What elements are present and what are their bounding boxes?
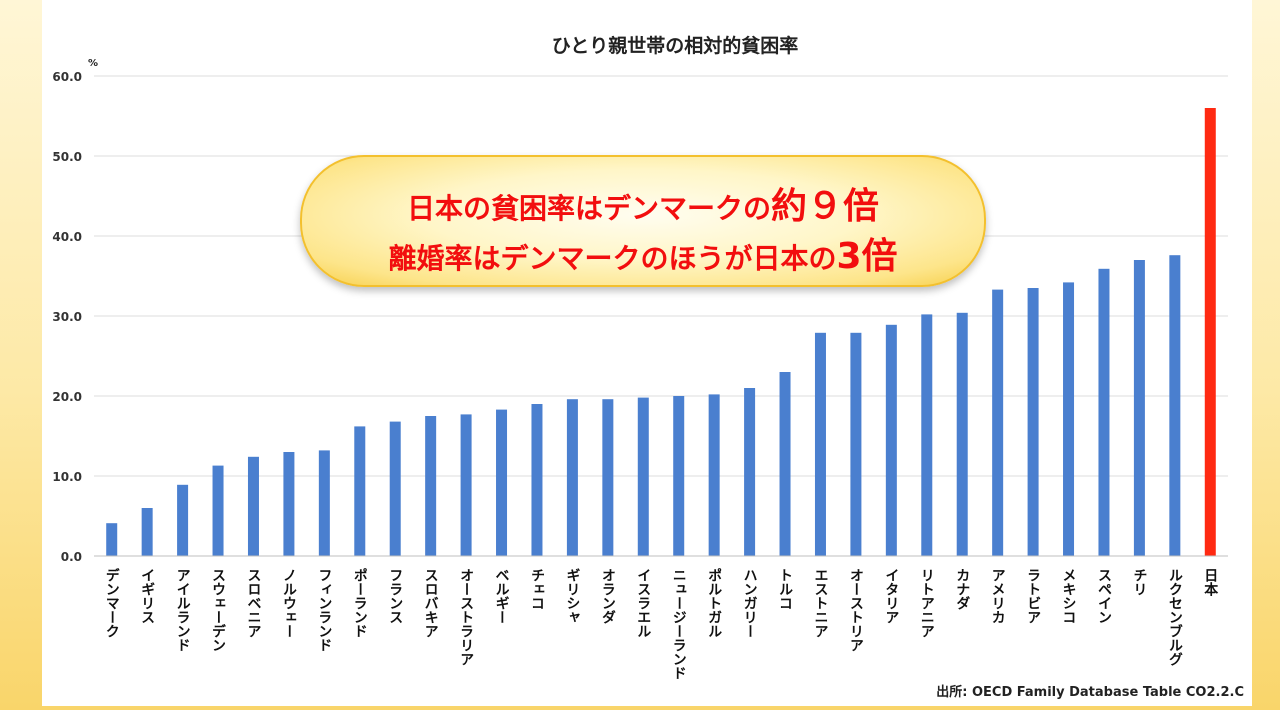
bar-8 [354, 426, 366, 556]
bar-5 [247, 456, 259, 556]
bar-4 [212, 465, 224, 556]
callout-line-1-emphasis: 約９倍 [771, 186, 880, 227]
x-tick-label: ギリシャ [564, 568, 580, 624]
bar-22 [850, 332, 862, 556]
x-tick-label: オランダ [600, 568, 616, 624]
x-tick-label: トルコ [777, 568, 793, 610]
x-tick-label: イタリア [883, 568, 899, 624]
callout-line-1: 日本の貧困率はデンマークの約９倍 [302, 177, 984, 229]
x-tick-label: フィンランド [316, 568, 332, 652]
callout-line-2-emphasis: 3倍 [836, 236, 898, 277]
bar-chart: ひとり親世帯の相対的貧困率% 0.0 10.0 20.0 30.0 40.0 50.0 60.… [52, 34, 1228, 680]
bar-30 [1133, 260, 1145, 556]
bar-6 [283, 452, 295, 556]
x-tick-label: ラトビア [1025, 568, 1041, 624]
x-tick-label: エストニア [812, 568, 828, 638]
x-tick-label: アメリカ [990, 568, 1006, 624]
y-tick-label: 40.0 [52, 230, 82, 244]
x-tick-label: スペイン [1096, 568, 1112, 624]
x-tick-label: ハンガリー [742, 568, 758, 638]
source-note: 出所: OECD Family Database Table CO2.2.C [936, 685, 1244, 700]
bar-23 [885, 324, 897, 556]
x-tick-label: オーストリア [848, 568, 864, 652]
x-tick-label: オーストラリア [458, 568, 474, 666]
bar-26 [992, 289, 1004, 556]
x-tick-label: 日本 [1202, 568, 1218, 597]
callout-banner: 日本の貧困率はデンマークの約９倍 離婚率はデンマークのほうが日本の3倍 [300, 155, 986, 287]
bar-10 [425, 416, 437, 556]
x-tick-label: ポーランド [352, 568, 368, 638]
x-tick-label: イスラエル [635, 568, 651, 638]
bar-16 [637, 397, 649, 556]
y-tick-label: 50.0 [52, 150, 82, 164]
x-tick-label: ポルトガル [706, 568, 722, 638]
callout-line-2: 離婚率はデンマークのほうが日本の3倍 [302, 227, 984, 279]
x-tick-label: スロベニア [245, 568, 261, 638]
bar-15 [602, 399, 614, 556]
callout-line-1-text: 日本の貧困率はデンマークの [406, 192, 771, 225]
bar-29 [1098, 268, 1110, 556]
bar-2 [141, 508, 153, 556]
bar-28 [1063, 282, 1075, 556]
x-tick-label: スウェーデン [210, 568, 226, 652]
y-tick-label: 20.0 [52, 390, 82, 404]
x-tick-label: イギリス [139, 568, 155, 624]
x-tick-label: スロバキア [423, 568, 439, 638]
bar-11 [460, 414, 472, 556]
bar-3 [177, 484, 189, 556]
x-tick-label: チリ [1131, 568, 1147, 596]
y-tick-label: 0.0 [61, 550, 82, 564]
x-tick-label: フランス [387, 568, 403, 624]
bar-20 [779, 372, 791, 556]
y-tick-label: 60.0 [52, 70, 82, 84]
bar-13 [531, 404, 543, 556]
bar-14 [566, 399, 578, 556]
x-tick-label: ベルギー [494, 568, 510, 624]
bar-24 [921, 314, 933, 556]
bar-21 [814, 332, 826, 556]
x-tick-label: リトアニア [919, 568, 935, 638]
x-tick-label: ノルウェー [281, 568, 297, 638]
x-tick-label: デンマーク [104, 567, 120, 638]
bar-18 [708, 394, 720, 556]
bar-12 [496, 409, 508, 556]
x-tick-label: カナダ [954, 568, 970, 610]
y-tick-label: 10.0 [52, 470, 82, 484]
bar-17 [673, 396, 685, 556]
bar-32 [1204, 108, 1216, 556]
bar-31 [1169, 255, 1181, 556]
x-tick-label: チェコ [529, 568, 545, 610]
bar-19 [744, 388, 756, 556]
x-tick-label: メキシコ [1061, 568, 1077, 624]
y-axis-unit: % [88, 58, 98, 69]
x-tick-label: ニュージーランド [671, 568, 687, 680]
callout-line-2-text: 離婚率はデンマークのほうが日本の [388, 242, 837, 275]
bar-7 [318, 450, 330, 556]
x-tick-label: ルクセンブルグ [1167, 568, 1183, 666]
y-tick-label: 30.0 [52, 310, 82, 324]
chart-panel: ひとり親世帯の相対的貧困率% 0.0 10.0 20.0 30.0 40.0 50.0 60.… [42, 0, 1252, 706]
bar-27 [1027, 288, 1039, 556]
bar-9 [389, 421, 401, 556]
chart-title: ひとり親世帯の相対的貧困率 [552, 34, 798, 57]
x-tick-label: アイルランド [175, 568, 191, 652]
bar-1 [106, 523, 118, 556]
bar-25 [956, 312, 968, 556]
